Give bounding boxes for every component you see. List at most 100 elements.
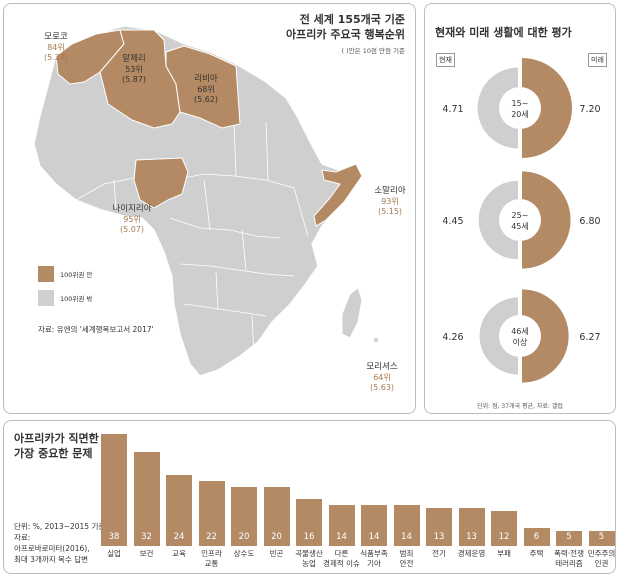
legend-swatch-out: [38, 290, 54, 306]
country-name: 모로코: [44, 32, 68, 42]
map-legend: 100위권 안 100위권 밖: [38, 266, 92, 306]
bar-value-label: 12: [498, 532, 510, 542]
country-rank: 53위: [125, 65, 143, 74]
libya-shape: [165, 45, 241, 129]
present-value-2: 4.26: [442, 332, 463, 343]
bar-value-label: 38: [108, 532, 120, 542]
bar: [361, 504, 387, 546]
bar-value-label: 20: [271, 532, 282, 542]
bar-category-label: 인프라 교통: [201, 549, 222, 568]
bar: [263, 487, 290, 546]
bar-category-label: 경제운영: [457, 549, 486, 558]
country-name: 나이지리아: [112, 204, 152, 214]
bar: [588, 531, 615, 546]
bar-value-label: 13: [433, 532, 445, 542]
map-title-line2: 아프리카 주요국 행복순위: [286, 28, 405, 41]
country-name: 알제리: [122, 54, 146, 64]
country-score: (5.87): [121, 75, 147, 84]
country-borders: [75, 121, 309, 355]
bar-value-label: 5: [566, 532, 572, 542]
label-nigeria: 나이지리아 95위 (5.07): [104, 204, 160, 235]
madagascar-shape: [341, 287, 363, 339]
bar-category-label: 보건: [139, 549, 154, 558]
africa-landmass: [33, 25, 363, 377]
country-rank: 64위: [373, 373, 391, 382]
bar-value-label: 5: [598, 532, 605, 542]
eval-note: 단위: 점, 37개국 평균, 자료: 갤럽: [477, 403, 563, 410]
bar-category-label: 교육: [172, 549, 186, 558]
tag-present: 현재: [436, 53, 455, 67]
bar-category-label: 민주주의 인권: [587, 549, 616, 568]
country-rank: 84위: [47, 43, 65, 52]
bar: [328, 504, 355, 546]
center-hole-0: [499, 87, 541, 129]
bar: [556, 531, 582, 546]
bar-value-label: 32: [141, 532, 152, 542]
bar-value-label: 16: [303, 532, 315, 542]
bar: [133, 451, 160, 546]
map-subtitle: ( )안은 10점 만점 기준: [341, 47, 405, 55]
age-line1-2: 46세: [511, 327, 529, 336]
future-value-2: 6.27: [579, 332, 600, 343]
bar-value-label: 14: [336, 532, 347, 542]
bar-value-label: 14: [368, 532, 380, 542]
map-title-line1: 전 세계 155개국 기준: [299, 13, 405, 26]
issues-source-line1: 아프로바로미터(2016),: [14, 544, 90, 553]
future-half-1: [522, 171, 571, 269]
country-name: 리비아: [194, 74, 218, 84]
country-rank: 68위: [197, 85, 215, 94]
future-value-1: 6.80: [579, 216, 600, 227]
happiness-map-panel: 전 세계 155개국 기준 아프리카 주요국 행복순위 ( )안은 10점 만점…: [3, 3, 416, 414]
country-score: (5.62): [193, 95, 219, 104]
bar: [231, 487, 257, 546]
algeria-shape: [99, 29, 181, 129]
bar-category-label: 부패: [497, 549, 511, 558]
country-rank: 93위: [381, 197, 399, 206]
country-name: 모리셔스: [366, 362, 398, 372]
center-hole-1: [499, 199, 541, 241]
bar: [523, 528, 550, 546]
country-rank: 95위: [123, 215, 141, 224]
bar: [393, 504, 420, 546]
present-half-1: [478, 180, 518, 260]
bar: [458, 507, 485, 546]
bar-category-label: 빈곤: [269, 549, 284, 558]
bar-value-label: 13: [466, 532, 477, 542]
age-line1-1: 25~: [512, 211, 529, 220]
country-name: 소말리아: [374, 186, 406, 196]
bar-category-label: 폭력·전쟁 테러리즘: [554, 549, 584, 568]
bar-category-label: 식품부족 기아: [360, 549, 388, 568]
bar: [166, 475, 192, 546]
bar-value-label: 14: [401, 532, 412, 542]
africa-map: [33, 25, 378, 377]
future-half-0: [522, 58, 572, 158]
legend-swatch-in: [38, 266, 54, 282]
issues-title-line2: 가장 중요한 문제: [14, 447, 93, 460]
legend-label-in: 100위권 안: [60, 271, 93, 279]
bar-value-label: 24: [173, 532, 185, 542]
bar: [491, 510, 517, 546]
nigeria-shape: [133, 157, 189, 209]
age-line2-0: 20세: [511, 110, 529, 119]
eval-title: 현재와 미래 생활에 대한 평가: [435, 26, 572, 39]
country-score: (5.63): [369, 383, 395, 392]
age-line1-0: 15~: [512, 99, 529, 108]
map-source: 자료: 유엔의 '세계행복보고서 2017': [38, 325, 154, 334]
issues-source-label: 자료:: [14, 533, 31, 542]
legend-item-out: 100위권 밖: [38, 290, 92, 306]
age-line2-2: 이상: [513, 337, 528, 347]
future-half-2: [522, 289, 569, 383]
bar: [296, 498, 322, 546]
bar-category-label: 실업: [107, 549, 121, 558]
bar-value-label: 22: [206, 532, 217, 542]
bar: [426, 507, 452, 546]
bar-category-label: 주택: [529, 549, 544, 558]
label-somalia: 소말리아 93위 (5.15): [368, 186, 412, 217]
bar-value-label: 6: [533, 532, 540, 542]
bar-category-label: 곡물생산 농업: [295, 549, 323, 568]
issues-unit: 단위: %, 2013~2015 기준: [14, 522, 106, 531]
country-score: (5.24): [43, 53, 69, 62]
bar-category-label: 다른 경제적 이슈: [323, 549, 360, 568]
bar: [101, 434, 127, 546]
bar-category-label: 전기: [432, 549, 446, 558]
